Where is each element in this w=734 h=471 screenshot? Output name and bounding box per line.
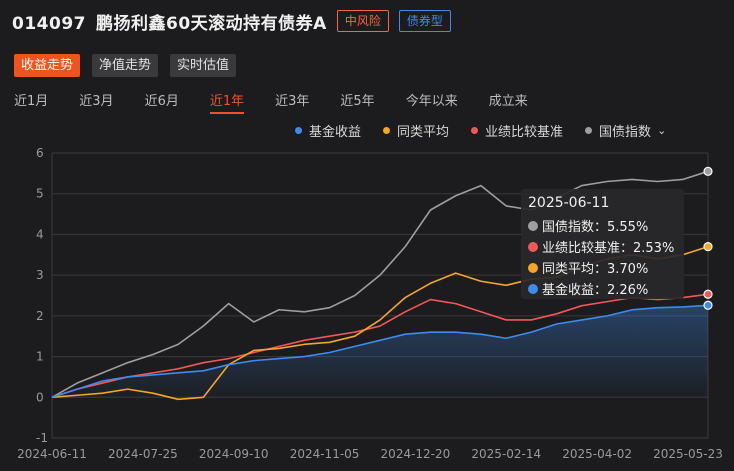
- period-1y[interactable]: 近1年: [209, 90, 245, 114]
- tooltip-row-peer: 同类平均：3.70%: [528, 258, 648, 277]
- tab-nav-trend[interactable]: 净值走势: [92, 54, 159, 77]
- x-tick-label: 2024-11-05: [290, 447, 360, 461]
- y-tick-label: 5: [36, 187, 44, 201]
- y-tick-label: 3: [36, 268, 44, 282]
- y-tick-label: 0: [36, 390, 44, 404]
- fund-header: 014097 鹏扬利鑫60天滚动持有债券A 中风险 债券型: [12, 8, 451, 34]
- period-selector: 近1月 近3月 近6月 近1年 近3年 近5年 今年以来 成立来: [14, 90, 559, 114]
- x-tick-label: 2024-09-10: [199, 447, 269, 461]
- period-3m[interactable]: 近3月: [79, 94, 114, 109]
- x-tick-label: 2024-12-20: [381, 447, 451, 461]
- series-end-marker: [703, 289, 713, 299]
- period-6m[interactable]: 近6月: [144, 94, 179, 109]
- legend-fund-yield[interactable]: 基金收益: [295, 121, 361, 140]
- legend-dot-icon: [585, 127, 593, 134]
- y-tick-label: 4: [36, 227, 44, 241]
- risk-badge: 中风险: [336, 10, 389, 32]
- y-tick-label: -1: [36, 431, 48, 445]
- legend-label: 基金收益: [309, 125, 362, 140]
- legend-label: 同类平均: [397, 125, 450, 140]
- tooltip-dot-icon: [528, 220, 538, 231]
- fund-name: 鹏扬利鑫60天滚动持有债券A: [95, 13, 327, 34]
- x-tick-label: 2025-05-23: [653, 447, 723, 461]
- tooltip-date: 2025-06-11: [528, 195, 610, 211]
- legend-dot-icon: [383, 127, 391, 134]
- fund-title: 014097 鹏扬利鑫60天滚动持有债券A: [12, 9, 327, 34]
- series-end-marker: [703, 166, 713, 176]
- period-ytd[interactable]: 今年以来: [405, 94, 458, 109]
- series-end-marker: [703, 242, 713, 252]
- legend-dot-icon: [471, 127, 479, 134]
- x-tick-label: 2024-06-11: [17, 447, 87, 461]
- legend-benchmark[interactable]: 业绩比较基准: [471, 121, 563, 140]
- series-end-marker: [703, 300, 713, 310]
- yield-chart[interactable]: -1 0 1 2 3 4 5 6 2024-06-11 2024-07-25 2024-09-10…: [0, 140, 734, 471]
- fund-code: 014097: [12, 13, 86, 34]
- legend-treasury-index[interactable]: 国债指数 ⌄: [585, 121, 666, 140]
- tab-yield-trend[interactable]: 收益走势: [14, 54, 81, 77]
- x-tick-label: 2025-02-14: [471, 447, 541, 461]
- legend-label: 国债指数: [599, 125, 652, 140]
- series-line: [51, 170, 709, 398]
- fund-type-badge: 债券型: [398, 10, 451, 32]
- period-3y[interactable]: 近3年: [275, 94, 310, 109]
- tooltip-value: 同类平均：3.70%: [542, 262, 649, 277]
- tooltip-dot-icon: [528, 241, 538, 252]
- period-since-inception[interactable]: 成立来: [488, 94, 528, 109]
- x-tick-label: 2025-04-02: [562, 447, 632, 461]
- legend-peer-average[interactable]: 同类平均: [383, 121, 449, 140]
- tooltip-row-fund: 基金收益：2.26%: [528, 279, 648, 298]
- chart-tooltip: 2025-06-11 国债指数：5.55% 业绩比较基准：2.53% 同类平均：…: [521, 189, 684, 299]
- tooltip-value: 国债指数：5.55%: [542, 220, 649, 235]
- x-tick-label: 2024-07-25: [108, 447, 178, 461]
- tooltip-row-treasury: 国债指数：5.55%: [528, 216, 648, 235]
- tooltip-dot-icon: [528, 262, 538, 273]
- tooltip-dot-icon: [528, 283, 538, 294]
- tooltip-value: 基金收益：2.26%: [542, 283, 649, 298]
- tooltip-value: 业绩比较基准：2.53%: [542, 241, 675, 256]
- period-5y[interactable]: 近5年: [340, 94, 375, 109]
- legend-label: 业绩比较基准: [485, 125, 564, 140]
- view-tabs: 收益走势 净值走势 实时估值: [14, 54, 237, 77]
- period-1m[interactable]: 近1月: [14, 94, 49, 109]
- tab-realtime-estimate[interactable]: 实时估值: [170, 54, 237, 77]
- chart-legend: 基金收益 同类平均 业绩比较基准 国债指数 ⌄: [295, 121, 688, 140]
- legend-dot-icon: [295, 127, 302, 134]
- y-tick-label: 2: [36, 309, 44, 323]
- series-line: [51, 304, 709, 399]
- chevron-down-icon[interactable]: ⌄: [657, 124, 667, 137]
- tooltip-row-benchmark: 业绩比较基准：2.53%: [528, 237, 674, 256]
- y-tick-label: 1: [36, 350, 44, 364]
- series-line: [51, 293, 709, 399]
- y-tick-label: 6: [36, 146, 44, 160]
